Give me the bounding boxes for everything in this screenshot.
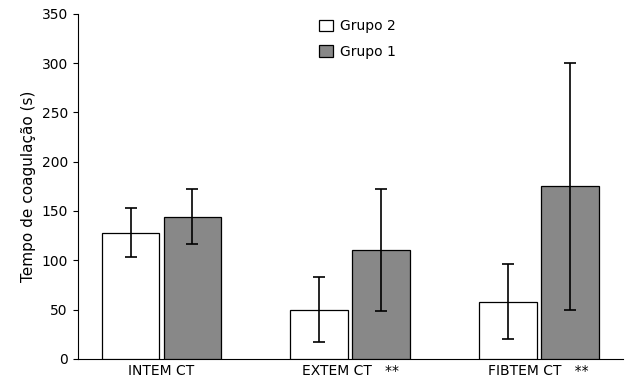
Bar xyxy=(163,217,221,359)
Y-axis label: Tempo de coagulação (s): Tempo de coagulação (s) xyxy=(21,91,36,282)
Legend: Grupo 2, Grupo 1: Grupo 2, Grupo 1 xyxy=(314,14,401,64)
Bar xyxy=(352,251,410,359)
Bar xyxy=(290,310,348,359)
Bar xyxy=(479,301,537,359)
Bar xyxy=(541,186,599,359)
Bar xyxy=(102,233,160,359)
